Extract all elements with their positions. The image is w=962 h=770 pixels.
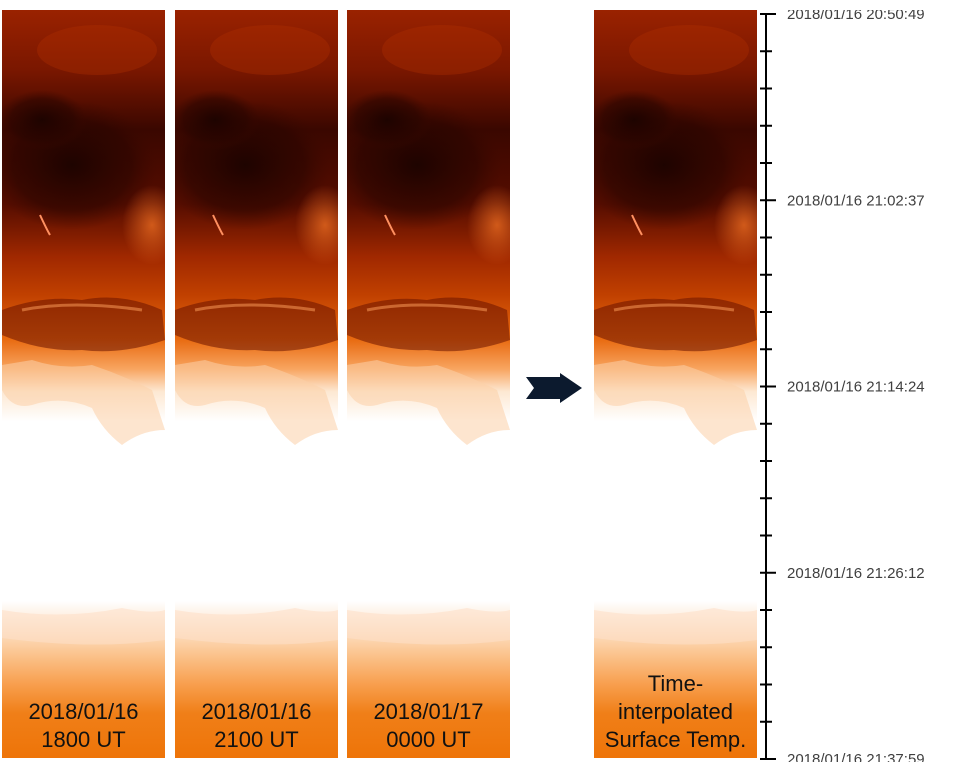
temperature-map bbox=[594, 10, 757, 758]
temperature-map bbox=[347, 10, 510, 758]
map-panel-1800: 2018/01/16 1800 UT bbox=[2, 10, 165, 758]
result-label: Time- interpolated Surface Temp. bbox=[594, 670, 757, 754]
time-tick-label: 2018/01/16 20:50:49 bbox=[787, 10, 925, 23]
panel-label: 2018/01/16 2100 UT bbox=[175, 698, 338, 754]
temperature-map bbox=[2, 10, 165, 758]
panel-time: 2100 UT bbox=[214, 727, 299, 752]
panel-date: 2018/01/16 bbox=[201, 699, 312, 724]
time-tick-label: 2018/01/16 21:37:59 bbox=[787, 751, 925, 762]
panel-label: 2018/01/16 1800 UT bbox=[2, 698, 165, 754]
map-panel-2100: 2018/01/16 2100 UT bbox=[175, 10, 338, 758]
result-line-3: Surface Temp. bbox=[604, 727, 747, 752]
time-tick-label: 2018/01/16 21:14:24 bbox=[787, 379, 925, 396]
panel-date: 2018/01/16 bbox=[28, 699, 139, 724]
time-tick-label: 2018/01/16 21:26:12 bbox=[787, 565, 925, 582]
minor-ticks bbox=[760, 50, 772, 723]
map-panel-interpolated: Time- interpolated Surface Temp. bbox=[594, 10, 757, 758]
major-ticks: 2018/01/16 20:50:49 2018/01/16 21:02:37 20… bbox=[760, 10, 925, 762]
map-panel-0000: 2018/01/17 0000 UT bbox=[347, 10, 510, 758]
panel-label: 2018/01/17 0000 UT bbox=[347, 698, 510, 754]
result-line-2: interpolated bbox=[618, 699, 733, 724]
time-tick-label: 2018/01/16 21:02:37 bbox=[787, 192, 925, 209]
panel-time: 1800 UT bbox=[41, 727, 126, 752]
time-axis: 2018/01/16 20:50:49 2018/01/16 21:02:37 20… bbox=[760, 10, 925, 762]
panel-date: 2018/01/17 bbox=[373, 699, 484, 724]
result-line-1: Time- bbox=[647, 671, 704, 696]
arrow-right-icon bbox=[526, 373, 582, 403]
panel-time: 0000 UT bbox=[386, 727, 471, 752]
temperature-map bbox=[175, 10, 338, 758]
